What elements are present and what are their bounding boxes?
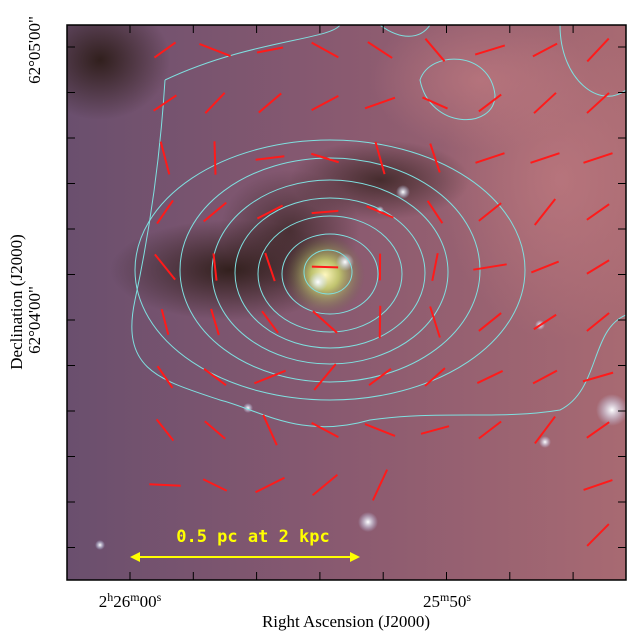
polarization-vector bbox=[212, 253, 218, 281]
polarization-vector bbox=[311, 94, 339, 112]
polarization-vector bbox=[533, 92, 557, 114]
polarization-vector bbox=[533, 198, 557, 226]
polarization-vector bbox=[311, 265, 339, 269]
polarization-vector bbox=[312, 310, 338, 334]
polarization-vector bbox=[202, 478, 228, 492]
polarization-vector bbox=[476, 370, 504, 384]
polarization-vector bbox=[367, 41, 393, 59]
polarization-vector bbox=[583, 479, 613, 491]
polarization-vector bbox=[478, 420, 502, 440]
y-axis-title: Declination (J2000) bbox=[7, 234, 26, 370]
polarization-vector bbox=[586, 37, 610, 63]
polarization-vector bbox=[530, 260, 560, 274]
polarization-vector bbox=[431, 253, 439, 281]
polarization-vector bbox=[583, 152, 613, 164]
y-tick-label: 62°04'00" bbox=[25, 286, 44, 354]
polarization-vector bbox=[530, 152, 560, 164]
polarization-vector bbox=[264, 252, 276, 282]
polarization-vector bbox=[378, 305, 382, 339]
x-axis-title: Right Ascension (J2000) bbox=[262, 612, 430, 631]
polarization-vector bbox=[586, 203, 610, 221]
polarization-vector bbox=[203, 367, 227, 387]
polarization-vector bbox=[586, 523, 610, 547]
polarization-vector bbox=[582, 371, 614, 383]
tick-number: 25 bbox=[423, 592, 440, 611]
polarization-vector bbox=[311, 473, 339, 497]
unit-superscript: s bbox=[157, 590, 162, 604]
polarization-vector bbox=[473, 263, 507, 271]
tick-number: 2 bbox=[99, 592, 108, 611]
polarization-vector bbox=[534, 415, 556, 445]
x-tick-label: 25m50s bbox=[423, 590, 471, 611]
polarization-vector bbox=[149, 483, 181, 487]
polarization-vector bbox=[533, 313, 557, 331]
polarization-vector bbox=[210, 308, 220, 336]
polarization-vector bbox=[532, 369, 558, 385]
polarization-vector bbox=[156, 365, 174, 389]
plot-frame bbox=[66, 24, 627, 581]
polarization-vector bbox=[429, 143, 441, 173]
polarization-vector bbox=[153, 94, 177, 112]
polarization-vector bbox=[586, 312, 610, 332]
scale-bar bbox=[130, 552, 360, 562]
polarization-vector bbox=[255, 476, 285, 494]
polarization-vector bbox=[368, 367, 392, 387]
polarization-vector bbox=[424, 367, 446, 387]
polarization-vector bbox=[371, 469, 389, 501]
polarization-vector bbox=[586, 421, 610, 439]
polarization-vector bbox=[204, 92, 226, 114]
polarization-vector bbox=[532, 42, 558, 58]
polarization-vector bbox=[213, 141, 217, 175]
unit-superscript: m bbox=[130, 590, 140, 604]
polarization-vector bbox=[256, 46, 284, 54]
polarization-vector bbox=[475, 152, 505, 164]
polarization-vector bbox=[429, 306, 441, 338]
polarization-vector bbox=[586, 92, 610, 114]
polarization-vector bbox=[204, 420, 226, 440]
polarization-vector bbox=[424, 38, 446, 62]
polarization-vector bbox=[159, 141, 171, 175]
tick-number: 26 bbox=[113, 592, 130, 611]
unit-superscript: m bbox=[440, 590, 450, 604]
polarization-vector bbox=[366, 205, 394, 219]
polarization-vector bbox=[422, 96, 448, 110]
polarization-vector bbox=[254, 369, 286, 385]
polarization-vector bbox=[311, 209, 339, 215]
polarization-vector bbox=[160, 308, 170, 336]
polarization-vector bbox=[155, 418, 175, 442]
tick-number: 50 bbox=[449, 592, 466, 611]
polarization-vector bbox=[311, 152, 339, 164]
polarization-vector bbox=[478, 93, 502, 113]
tick-number: 00 bbox=[140, 592, 157, 611]
polarization-vector bbox=[311, 41, 339, 59]
y-tick-label: 62°05'00" bbox=[25, 16, 44, 84]
polarization-vector bbox=[154, 253, 176, 281]
image bbox=[67, 25, 626, 580]
polarization-vector bbox=[426, 200, 444, 224]
polarization-vector bbox=[478, 202, 502, 222]
polarization-vector bbox=[374, 141, 386, 175]
polarization-vector bbox=[261, 310, 279, 334]
polarization-vector bbox=[153, 41, 177, 59]
unit-superscript: s bbox=[466, 590, 471, 604]
polarization-vector bbox=[474, 44, 506, 56]
x-tick-label: 2h26m00s bbox=[99, 590, 162, 611]
polarization-vector bbox=[256, 204, 284, 220]
polarization-vector bbox=[258, 92, 282, 114]
unit-superscript: h bbox=[107, 590, 113, 604]
polarization-vector bbox=[478, 312, 502, 332]
polarization-vector bbox=[313, 363, 337, 391]
polarization-vector bbox=[311, 422, 339, 438]
polarization-vector bbox=[586, 259, 610, 275]
polarization-vector bbox=[255, 155, 285, 161]
polarization-vector bbox=[199, 43, 231, 57]
polarization-vector bbox=[420, 425, 450, 435]
polarization-vector bbox=[203, 201, 227, 223]
polarization-vector bbox=[364, 96, 396, 110]
scale-bar-label: 0.5 pc at 2 kpc bbox=[176, 527, 330, 547]
polarization-vector bbox=[156, 199, 174, 225]
polarization-vector bbox=[364, 423, 396, 437]
polarization-vector bbox=[262, 414, 278, 446]
